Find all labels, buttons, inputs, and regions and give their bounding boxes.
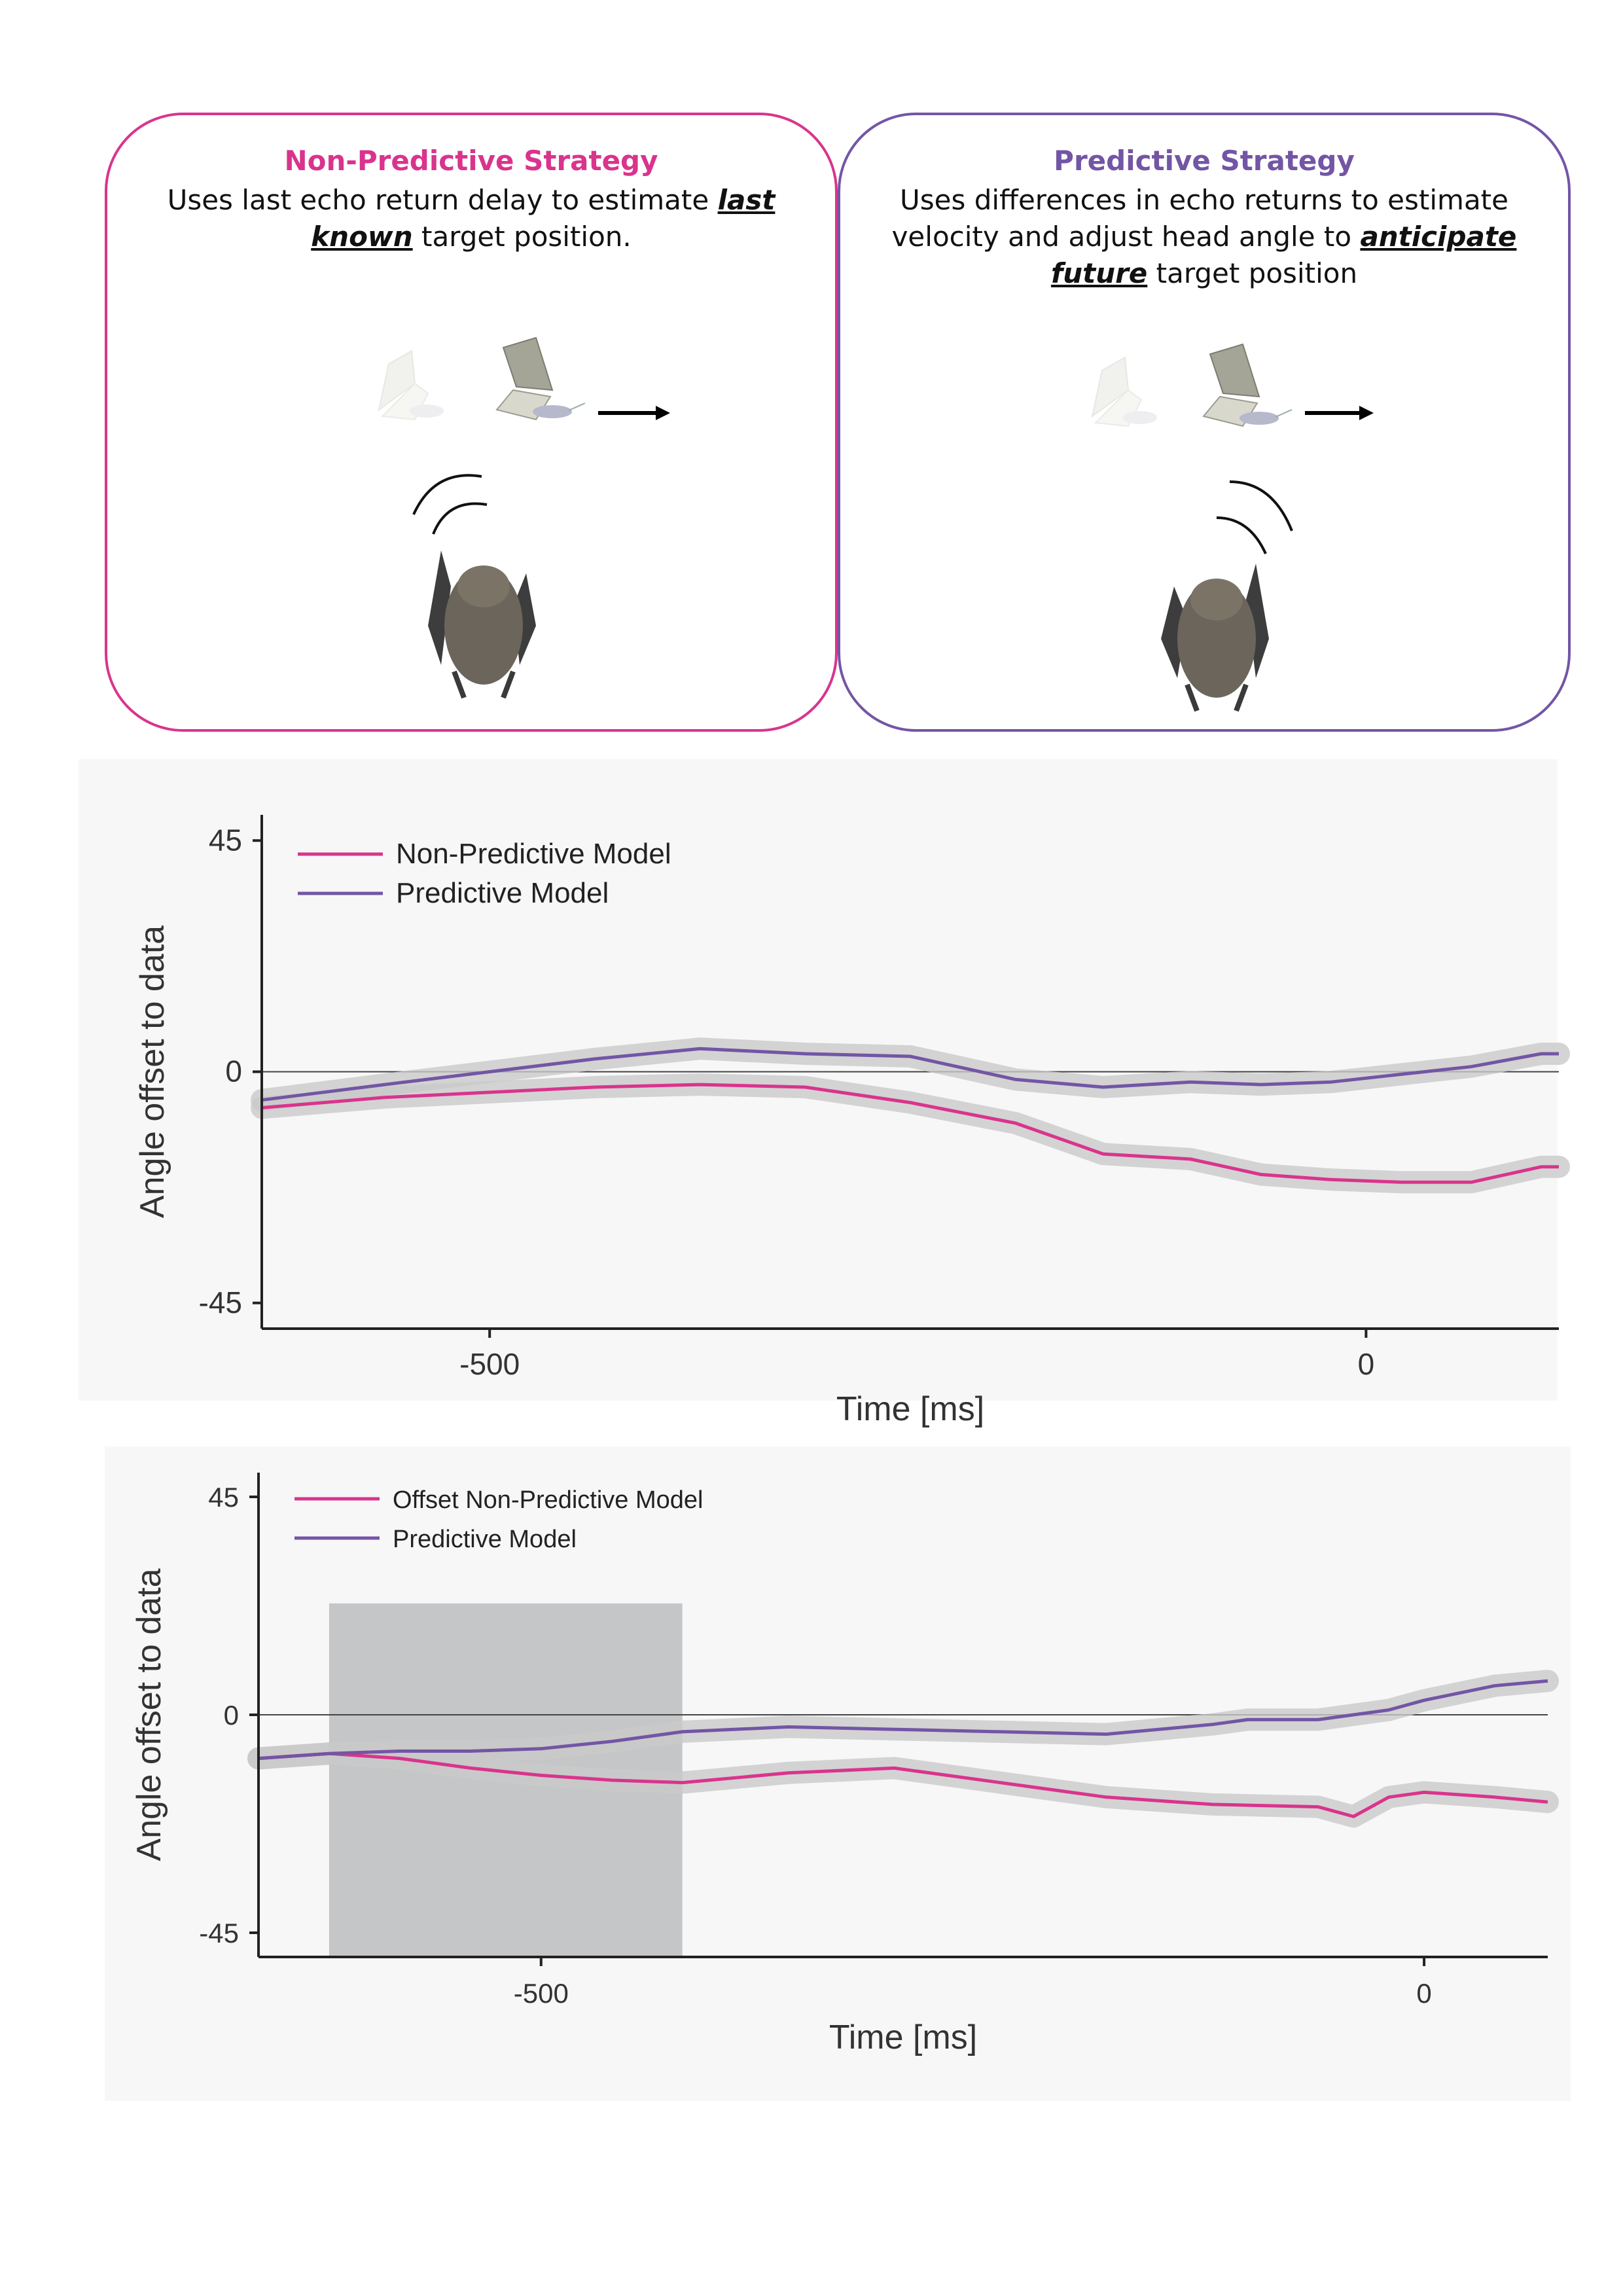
series-line-nonpred <box>261 1083 1559 1184</box>
legend-entry: Predictive Model <box>396 877 609 909</box>
desc-text: Uses last echo return delay to estimate <box>167 184 718 216</box>
echo-arcs-icon <box>1216 480 1293 554</box>
shaded-window <box>329 1603 683 1957</box>
legend-entry: Offset Non-Predictive Model <box>393 1486 704 1514</box>
confidence-band <box>251 1037 1570 1111</box>
x-tick-label: -500 <box>514 1978 569 2009</box>
series-line-pred <box>258 1679 1548 1761</box>
non-predictive-strategy-panel: Non-Predictive Strategy Uses last echo r… <box>105 113 838 732</box>
echo-arcs-icon <box>412 474 488 535</box>
legend-entry: Predictive Model <box>393 1526 577 1553</box>
y-axis-label: Angle offset to data <box>130 1568 168 1861</box>
illustration <box>378 336 670 699</box>
chart-2: 45 0 -45 -500 0 Time [ms] Angle offset to data… <box>105 1446 1571 2101</box>
series-line-pred <box>261 1047 1559 1102</box>
legend-entry: Non-Predictive Model <box>396 838 671 870</box>
moth-icon <box>1202 343 1293 427</box>
desc-text-end: target position <box>1147 257 1358 289</box>
illustration <box>1091 343 1374 712</box>
panel-title: Predictive Strategy <box>1054 145 1355 177</box>
x-tick-label: 0 <box>1358 1347 1375 1381</box>
chart-1: 45 0 -45 -500 0 Time [ms] Angle offset to data… <box>79 759 1570 1428</box>
faded-moth-icon <box>1091 356 1157 427</box>
x-tick-label: 0 <box>1416 1978 1431 2009</box>
y-tick-label: 45 <box>209 823 242 857</box>
panel-description: Uses differences in echo returns to esti… <box>880 182 1529 292</box>
desc-emphasis: last known <box>311 184 776 253</box>
bat-icon <box>1161 564 1269 712</box>
faded-moth-icon <box>378 350 444 421</box>
chart-background <box>79 759 1558 1401</box>
y-tick-label: 0 <box>225 1054 242 1088</box>
panel-title: Non-Predictive Strategy <box>284 145 658 177</box>
y-tick-label: 45 <box>208 1482 239 1513</box>
chart-background <box>105 1446 1571 2101</box>
moth-icon <box>495 336 586 421</box>
predictive-strategy-panel: Predictive Strategy Uses differences in … <box>838 113 1571 732</box>
desc-text: Uses differences in echo returns to esti… <box>891 184 1508 253</box>
y-tick-label: -45 <box>199 1285 242 1319</box>
motion-arrow-icon <box>1305 406 1374 420</box>
motion-arrow-icon <box>598 406 670 420</box>
desc-text-end: target position. <box>412 221 632 253</box>
confidence-band <box>247 1670 1559 1770</box>
panel-description: Uses last echo return delay to estimate … <box>147 182 796 255</box>
y-tick-label: -45 <box>199 1918 239 1948</box>
x-axis-label: Time [ms] <box>829 2018 977 2056</box>
confidence-band <box>251 1073 1570 1194</box>
x-tick-label: -500 <box>459 1347 520 1381</box>
y-axis-label: Angle offset to data <box>134 925 171 1218</box>
series-line-nonpred <box>258 1751 1548 1818</box>
x-axis-label: Time [ms] <box>836 1390 984 1428</box>
confidence-band <box>247 1742 1559 1828</box>
bat-icon <box>428 550 536 699</box>
desc-emphasis: anticipate future <box>1050 221 1517 289</box>
y-tick-label: 0 <box>224 1700 239 1731</box>
